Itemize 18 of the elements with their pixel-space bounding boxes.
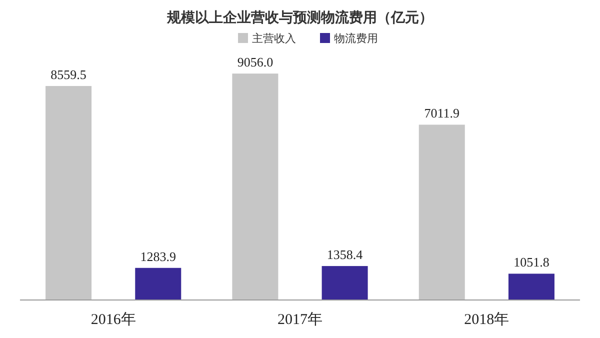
legend-label: 主营收入 <box>252 32 296 45</box>
data-label: 9056.0 <box>237 54 274 70</box>
x-tick-label: 2016年 <box>90 311 136 328</box>
bar <box>322 266 368 300</box>
bar <box>418 124 465 300</box>
legend-label: 物流费用 <box>334 32 378 45</box>
data-label: 8559.5 <box>50 67 86 82</box>
x-tick-label: 2018年 <box>464 311 510 328</box>
data-label: 1358.4 <box>326 247 364 262</box>
bar <box>46 86 92 300</box>
bar <box>135 268 182 300</box>
chart-title: 规模以上企业营收与预测物流费用（亿元） <box>166 9 433 26</box>
bar <box>508 274 554 300</box>
data-label: 7011.9 <box>424 106 460 121</box>
data-label: 1283.9 <box>140 248 176 264</box>
bar <box>232 74 278 300</box>
data-label: 1051.8 <box>514 254 550 270</box>
x-tick-label: 2017年 <box>278 311 322 328</box>
